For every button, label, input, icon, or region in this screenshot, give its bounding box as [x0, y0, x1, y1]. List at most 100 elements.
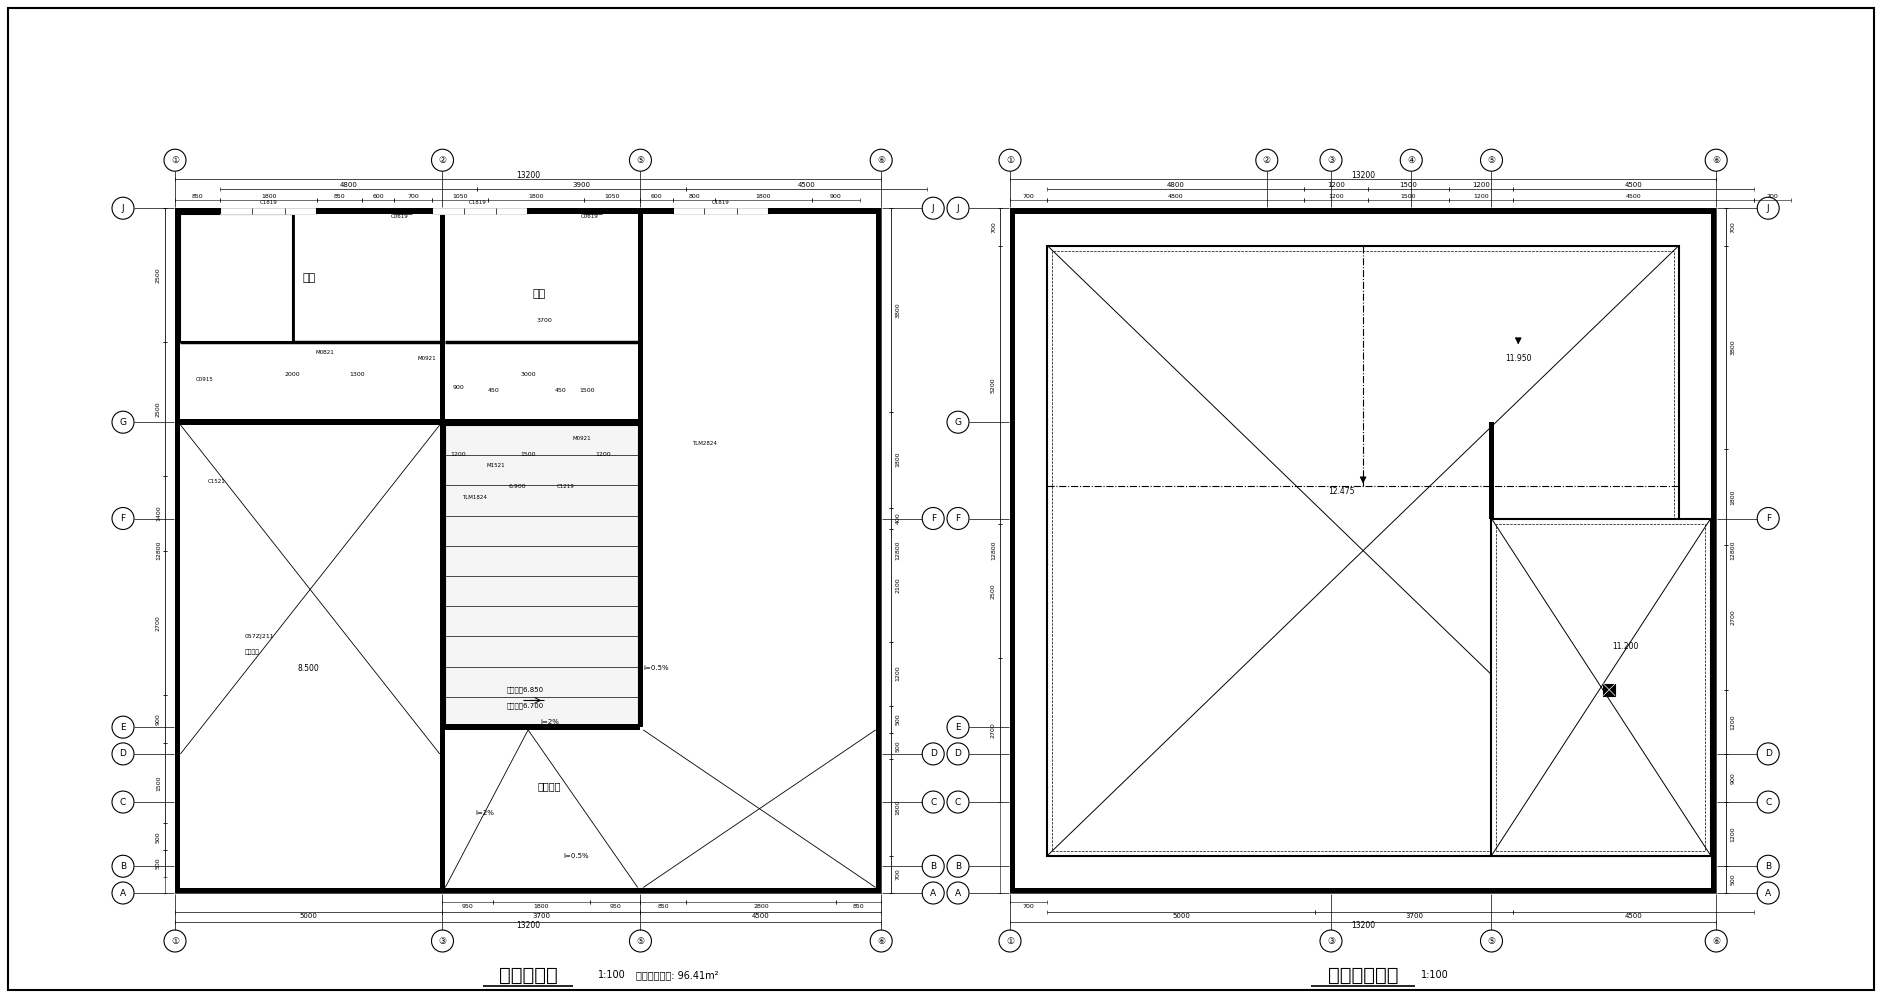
Text: 2700: 2700: [992, 722, 996, 738]
Text: 900: 900: [1730, 772, 1735, 783]
Text: 057ZJ211: 057ZJ211: [245, 634, 275, 639]
Text: 1500: 1500: [156, 775, 162, 791]
Text: 3000: 3000: [519, 371, 536, 376]
Text: 13200: 13200: [516, 171, 540, 180]
Text: 850: 850: [192, 194, 203, 199]
Text: ①: ①: [1007, 936, 1014, 945]
Text: 900: 900: [454, 385, 465, 390]
Bar: [875, 209, 881, 893]
Text: E: E: [956, 723, 962, 732]
Text: C1819: C1819: [469, 201, 486, 206]
Text: 500: 500: [896, 741, 900, 751]
Bar: [431, 209, 529, 214]
Text: 建筑标高6.850: 建筑标高6.850: [506, 687, 544, 693]
Bar: [442, 419, 644, 425]
Text: 1800: 1800: [896, 452, 900, 467]
Text: 2100: 2100: [896, 578, 900, 593]
Bar: [638, 214, 644, 728]
Text: 6.900: 6.900: [508, 484, 527, 489]
Text: 2000: 2000: [284, 371, 301, 376]
Text: ⑤: ⑤: [1487, 156, 1496, 165]
Text: ②: ②: [1263, 156, 1270, 165]
Text: 1800: 1800: [1730, 489, 1735, 505]
Text: 4800: 4800: [1167, 183, 1186, 189]
Bar: [672, 209, 770, 214]
Text: ①: ①: [171, 156, 179, 165]
Text: 3700: 3700: [536, 318, 551, 323]
Text: 屋顶花园: 屋顶花园: [538, 781, 561, 791]
Text: 1500: 1500: [1400, 194, 1417, 199]
Text: 12800: 12800: [992, 541, 996, 560]
Bar: [440, 425, 446, 887]
Text: 1800: 1800: [896, 799, 900, 815]
Text: M0921: M0921: [418, 355, 437, 360]
Text: 4500: 4500: [1624, 913, 1643, 919]
Text: A: A: [120, 888, 126, 897]
Text: 3700: 3700: [533, 913, 550, 919]
Text: 1200: 1200: [595, 452, 612, 457]
Text: 1200: 1200: [896, 666, 900, 682]
Text: 2700: 2700: [156, 615, 162, 631]
Bar: [1603, 684, 1615, 696]
Text: ⑥: ⑥: [1713, 936, 1720, 945]
Text: 5000: 5000: [299, 913, 318, 919]
Text: 500: 500: [156, 857, 162, 869]
Text: A: A: [1765, 888, 1771, 897]
Text: 1400: 1400: [156, 505, 162, 521]
Text: 700: 700: [896, 868, 900, 880]
Text: ②: ②: [439, 156, 446, 165]
Text: 更衣: 更衣: [303, 272, 316, 282]
Text: TLM2824: TLM2824: [693, 441, 717, 446]
Text: 11.200: 11.200: [1613, 643, 1639, 652]
Text: E: E: [120, 723, 126, 732]
Text: B: B: [930, 861, 935, 870]
Text: i=0.5%: i=0.5%: [644, 666, 670, 672]
Text: 3700: 3700: [1406, 913, 1423, 919]
Text: J: J: [122, 204, 124, 213]
Text: G: G: [119, 418, 126, 427]
Text: 450: 450: [487, 387, 499, 392]
Text: 1050: 1050: [604, 194, 619, 199]
Text: 4800: 4800: [1169, 194, 1184, 199]
Text: 700: 700: [1022, 194, 1035, 199]
Text: 700: 700: [407, 194, 420, 199]
Bar: [175, 209, 881, 214]
Text: 1800: 1800: [534, 903, 550, 908]
Text: B: B: [954, 861, 962, 870]
Text: 1800: 1800: [529, 194, 544, 199]
Text: 12800: 12800: [896, 541, 900, 560]
Text: ⑤: ⑤: [1487, 936, 1496, 945]
Text: 1200: 1200: [450, 452, 467, 457]
Text: 4500: 4500: [753, 913, 770, 919]
Text: 4800: 4800: [341, 183, 358, 189]
Text: 500: 500: [156, 831, 162, 842]
Bar: [446, 425, 638, 728]
Text: B: B: [120, 861, 126, 870]
Text: D: D: [1765, 749, 1771, 758]
Text: 950: 950: [463, 903, 474, 908]
Bar: [1052, 250, 1673, 850]
Text: ③: ③: [439, 936, 446, 945]
Text: ⑥: ⑥: [1713, 156, 1720, 165]
Text: 三层建筑面积: 96.41m²: 三层建筑面积: 96.41m²: [636, 970, 719, 980]
Text: 2700: 2700: [1730, 610, 1735, 626]
Bar: [1711, 209, 1716, 893]
Text: 1:100: 1:100: [598, 970, 627, 980]
Text: 1:100: 1:100: [1421, 970, 1449, 980]
Text: C0619: C0619: [582, 214, 598, 219]
Text: ⑥: ⑥: [877, 936, 885, 945]
Bar: [1011, 209, 1016, 893]
Bar: [1048, 246, 1679, 855]
Text: D: D: [930, 749, 937, 758]
Text: 山墙泛水: 山墙泛水: [245, 650, 260, 655]
Bar: [175, 209, 181, 893]
Text: 850: 850: [657, 903, 668, 908]
Text: 1200: 1200: [1730, 826, 1735, 842]
Text: J: J: [956, 204, 960, 213]
Text: i=2%: i=2%: [540, 719, 559, 725]
Text: 450: 450: [555, 387, 566, 392]
Text: J: J: [932, 204, 935, 213]
Text: 600: 600: [651, 194, 662, 199]
Text: 4500: 4500: [1626, 194, 1641, 199]
Text: 3800: 3800: [1730, 339, 1735, 355]
